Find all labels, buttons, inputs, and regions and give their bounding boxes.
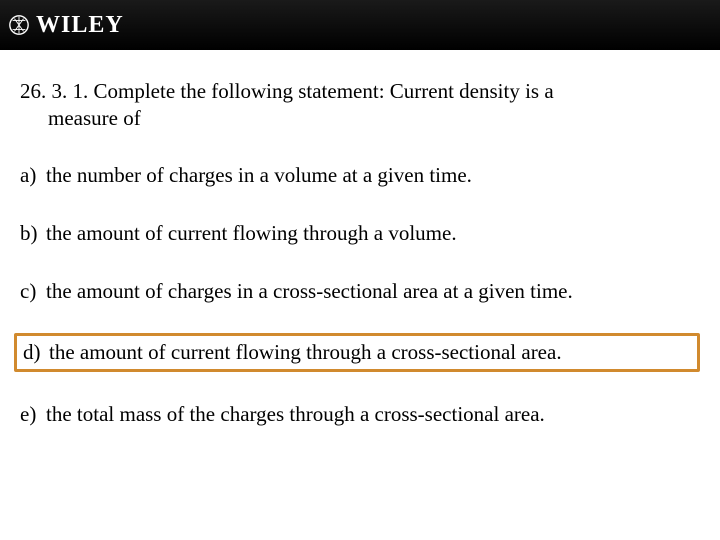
option-e: e)the total mass of the charges through … bbox=[20, 398, 700, 430]
option-text: the total mass of the charges through a … bbox=[46, 402, 545, 426]
option-text: the amount of current flowing through a … bbox=[46, 221, 457, 245]
option-label: b) bbox=[20, 220, 46, 246]
question-line-2: measure of bbox=[20, 105, 700, 132]
option-label: e) bbox=[20, 401, 46, 427]
brand-name: WILEY bbox=[36, 12, 124, 39]
wiley-logo-icon bbox=[8, 14, 30, 36]
answer-options: a)the number of charges in a volume at a… bbox=[20, 159, 700, 430]
question-stem: 26. 3. 1. Complete the following stateme… bbox=[20, 78, 700, 133]
option-d: d)the amount of current flowing through … bbox=[14, 333, 700, 371]
option-a: a)the number of charges in a volume at a… bbox=[20, 159, 700, 191]
option-c: c)the amount of charges in a cross-secti… bbox=[20, 275, 700, 307]
option-label: d) bbox=[23, 339, 49, 365]
option-label: a) bbox=[20, 162, 46, 188]
header-bar: WILEY bbox=[0, 0, 720, 50]
slide-content: 26. 3. 1. Complete the following stateme… bbox=[0, 50, 720, 430]
option-text: the number of charges in a volume at a g… bbox=[46, 163, 472, 187]
option-b: b)the amount of current flowing through … bbox=[20, 217, 700, 249]
option-text: the amount of charges in a cross-section… bbox=[46, 279, 573, 303]
option-label: c) bbox=[20, 278, 46, 304]
brand-logo: WILEY bbox=[8, 12, 124, 39]
question-line-1: 26. 3. 1. Complete the following stateme… bbox=[20, 78, 700, 105]
option-text: the amount of current flowing through a … bbox=[49, 340, 562, 364]
